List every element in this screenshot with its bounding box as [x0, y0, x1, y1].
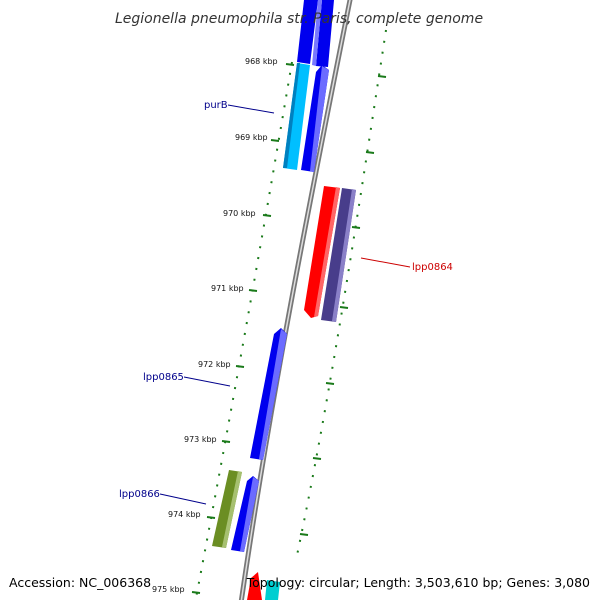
accession-text: Accession: NC_006368: [9, 575, 152, 590]
gene-label-lpp0864[interactable]: lpp0864: [412, 262, 453, 273]
gene-red-970-sheen: [314, 187, 340, 317]
gene-label-lpp0866[interactable]: lpp0866: [119, 489, 160, 500]
topology-text: Topology: circular; Length: 3,503,610 bp…: [246, 575, 590, 590]
gene-label-lpp0865[interactable]: lpp0865: [143, 372, 184, 383]
callout-line-lpp0864: [360, 257, 411, 268]
gene-purb-shade: [283, 63, 300, 168]
gene-block-top-sheen: [312, 0, 322, 66]
gene-forward-974-sheen: [240, 477, 259, 552]
callout-line-purb: [227, 104, 275, 114]
gene-forward-969-sheen: [310, 66, 329, 172]
tick-label-971: 971 kbp: [211, 284, 244, 293]
tick-label-974: 974 kbp: [168, 510, 201, 519]
tick-label-972: 972 kbp: [198, 360, 231, 369]
gene-lpp0865-sheen: [259, 329, 287, 460]
genome-backbone-highlight: [240, 0, 351, 600]
tick-label-970: 970 kbp: [223, 209, 256, 218]
gene-block-top-left: [297, 0, 318, 64]
major-ticks: [191, 63, 387, 594]
tick-label-975: 975 kbp: [152, 585, 185, 594]
gene-red-975: [247, 572, 262, 600]
gene-label-purb[interactable]: purB: [204, 100, 228, 111]
tick-label-973: 973 kbp: [184, 435, 217, 444]
gene-lpp0866-sheen: [222, 471, 242, 548]
gene-cyan-975: [265, 580, 280, 600]
gene-block-top-right: [316, 0, 334, 67]
callout-line-lpp0866: [159, 493, 207, 505]
tick-label-969: 969 kbp: [235, 133, 268, 142]
tick-label-968: 968 kbp: [245, 57, 278, 66]
callout-line-lpp0865: [183, 376, 231, 387]
gene-lpp0864-sheen: [332, 189, 356, 322]
map-title: Legionella pneumophila str. Paris, compl…: [115, 11, 483, 27]
